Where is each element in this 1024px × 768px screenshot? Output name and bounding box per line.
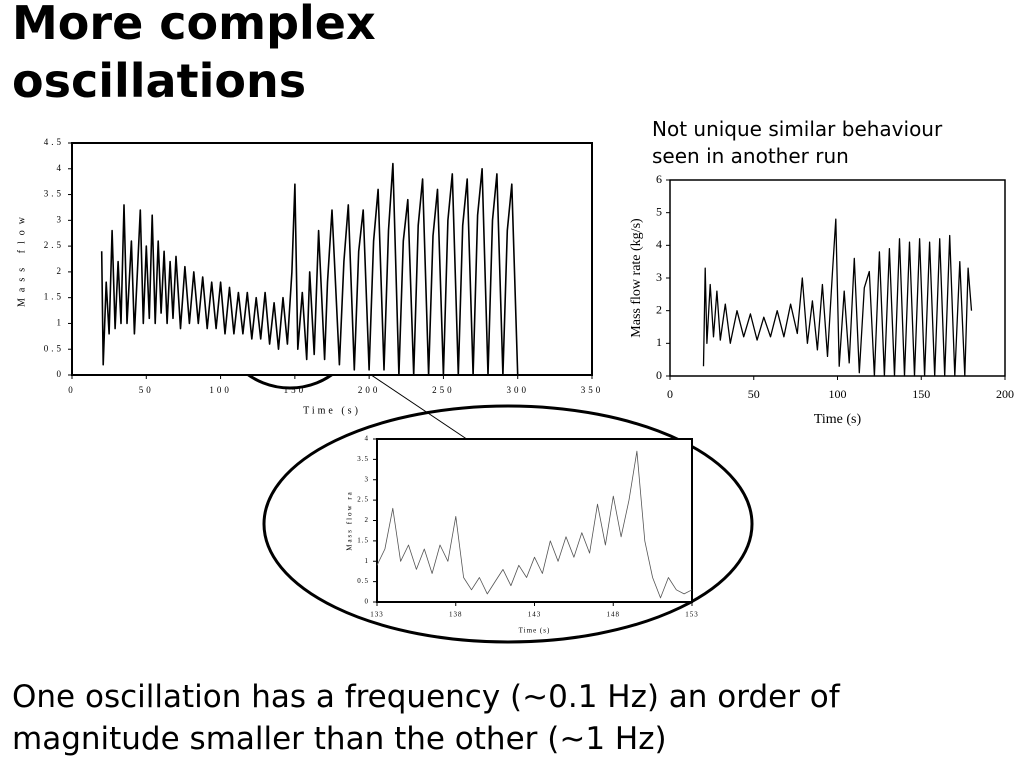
x-tick-label: 153 xyxy=(685,611,699,619)
y-tick-label: 2 xyxy=(365,516,370,524)
y-tick-label: 0 xyxy=(365,598,370,606)
y-tick-label: 2 xyxy=(656,302,662,316)
x-tick-label: 50 xyxy=(748,387,760,401)
x-tick-label: 0 xyxy=(667,387,673,401)
x-tick-label: 133 xyxy=(370,611,384,619)
x-axis-label: Time (s) xyxy=(814,412,862,427)
x-tick-label: 300 xyxy=(506,385,529,395)
y-tick-label: 3 xyxy=(57,214,65,224)
y-tick-label: 2 xyxy=(57,266,65,276)
zoom-ellipse xyxy=(262,404,754,644)
x-tick-label: 138 xyxy=(449,611,463,619)
y-axis-label: Mass flow ra xyxy=(346,490,354,551)
y-tick-label: 0.5 xyxy=(357,577,369,585)
y-axis-label: Mass flow rate (kg/s) xyxy=(629,218,644,338)
data-line xyxy=(702,218,973,377)
y-tick-label: 1 xyxy=(656,335,662,349)
x-tick-label: 50 xyxy=(139,385,154,395)
x-tick-label: 350 xyxy=(581,385,604,395)
x-axis-label: Time (s) xyxy=(303,405,361,416)
y-tick-label: 1 xyxy=(365,557,370,565)
x-tick-label: 200 xyxy=(996,387,1014,401)
y-tick-label: 3 xyxy=(365,475,370,483)
annotation: Not unique similar behaviour seen in anot… xyxy=(652,117,943,168)
y-tick-label: 3.5 xyxy=(44,189,64,199)
plot-frame xyxy=(376,438,693,603)
x-tick-label: 100 xyxy=(209,385,232,395)
y-tick-label: 1.5 xyxy=(357,536,369,544)
y-tick-label: 5 xyxy=(656,204,662,218)
y-tick-label: 0 xyxy=(656,368,662,382)
slide-title: More complex oscillations xyxy=(12,0,376,108)
y-tick-label: 2.5 xyxy=(357,496,369,504)
x-tick-label: 150 xyxy=(912,387,930,401)
x-tick-label: 100 xyxy=(829,387,847,401)
caption: One oscillation has a frequency (~0.1 Hz… xyxy=(12,679,841,757)
y-tick-label: 1.5 xyxy=(44,292,64,302)
y-tick-label: 4 xyxy=(365,435,370,443)
y-tick-label: 4.5 xyxy=(44,137,64,147)
x-tick-label: 250 xyxy=(432,385,455,395)
x-tick-label: 148 xyxy=(607,611,621,619)
x-tick-label: 143 xyxy=(528,611,542,619)
data-line xyxy=(100,162,519,376)
y-tick-label: 0 xyxy=(57,369,65,379)
data-line xyxy=(376,450,693,599)
y-tick-label: 1 xyxy=(57,318,65,328)
y-tick-label: 6 xyxy=(656,172,662,186)
x-axis-label: Time (s) xyxy=(519,627,551,635)
y-tick-label: 0.5 xyxy=(44,343,64,353)
y-tick-label: 4 xyxy=(656,237,662,251)
y-tick-label: 2.5 xyxy=(44,240,64,250)
y-tick-label: 4 xyxy=(57,163,65,173)
x-tick-label: 150 xyxy=(284,385,307,395)
y-tick-label: 3 xyxy=(656,270,662,284)
x-tick-label: 0 xyxy=(68,385,76,395)
x-tick-label: 200 xyxy=(358,385,381,395)
y-tick-label: 3.5 xyxy=(357,455,369,463)
y-axis-label: Mass flow xyxy=(16,211,27,307)
